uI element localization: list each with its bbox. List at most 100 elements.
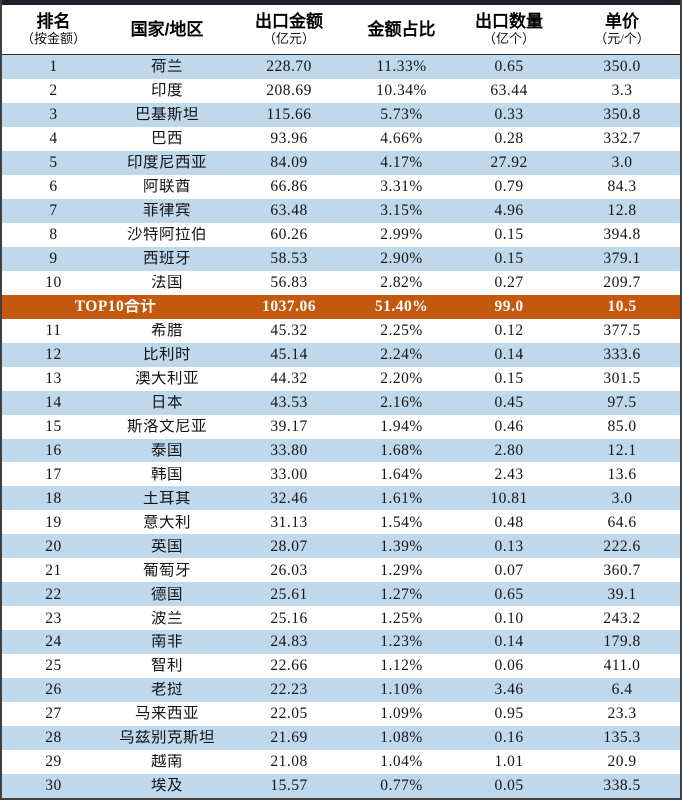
table-row: 24 南非 24.83 1.23% 0.14 179.8 bbox=[2, 630, 680, 655]
cell-quantity: 0.15 bbox=[494, 250, 524, 267]
cell-rank: 22 bbox=[45, 586, 62, 603]
cell-share: 1.10% bbox=[380, 682, 423, 698]
cell-quantity: 2.43 bbox=[494, 466, 524, 483]
header-rank-subtitle: （按金额） bbox=[20, 31, 86, 47]
cell-country: 越南 bbox=[150, 754, 183, 770]
cell-amount: 58.53 bbox=[270, 250, 308, 267]
cell-country: 巴基斯坦 bbox=[134, 107, 199, 123]
cell-amount: 208.69 bbox=[266, 83, 312, 99]
cell-share: 2.25% bbox=[380, 322, 423, 339]
table-row: 6 阿联酋 66.86 3.31% 0.79 84.3 bbox=[2, 174, 680, 199]
cell-amount: 1037.06 bbox=[262, 298, 316, 315]
header-unit-price-title: 单价 bbox=[605, 11, 639, 31]
cell-price: 97.5 bbox=[607, 394, 637, 411]
cell-price: 6.4 bbox=[611, 682, 633, 698]
cell-price: 209.7 bbox=[603, 274, 641, 291]
cell-country: 巴西 bbox=[150, 131, 183, 147]
table-row: 5 印度尼西亚 84.09 4.17% 27.92 3.0 bbox=[2, 150, 680, 175]
cell-rank: 18 bbox=[45, 490, 62, 507]
header-rank-title: 排名 bbox=[36, 11, 71, 31]
cell-quantity: 0.10 bbox=[494, 610, 524, 627]
cell-price: 39.1 bbox=[607, 586, 637, 603]
cell-amount: 56.83 bbox=[270, 274, 308, 291]
header-amount-share: 金额占比 bbox=[349, 20, 454, 40]
cell-amount: 25.16 bbox=[270, 610, 308, 627]
cell-share: 2.90% bbox=[380, 250, 423, 267]
header-amount-share-title: 金额占比 bbox=[367, 19, 436, 39]
cell-share: 3.31% bbox=[380, 179, 423, 195]
table-row: 28 乌兹别克斯坦 21.69 1.08% 0.16 135.3 bbox=[2, 726, 680, 751]
cell-share: 2.16% bbox=[380, 394, 423, 411]
cell-amount: 45.14 bbox=[270, 346, 308, 363]
header-unit-price-subtitle: （元/个） bbox=[594, 31, 650, 47]
cell-rank: 19 bbox=[45, 514, 62, 531]
cell-price: 64.6 bbox=[607, 514, 637, 531]
cell-amount: 24.83 bbox=[270, 634, 308, 650]
cell-share: 1.64% bbox=[380, 466, 423, 483]
cell-rank: 27 bbox=[45, 706, 62, 722]
table-row: 19 意大利 31.13 1.54% 0.48 64.6 bbox=[2, 510, 680, 535]
cell-quantity: 99.0 bbox=[494, 298, 524, 315]
table-row: 8 沙特阿拉伯 60.26 2.99% 0.15 394.8 bbox=[2, 222, 680, 247]
cell-country: 英国 bbox=[150, 538, 183, 555]
cell-share: 5.73% bbox=[380, 107, 423, 123]
cell-quantity: 0.15 bbox=[494, 227, 524, 243]
cell-price: 411.0 bbox=[603, 658, 641, 674]
cell-share: 10.34% bbox=[376, 83, 427, 99]
table-row: 1 荷兰 228.70 11.33% 0.65 350.0 bbox=[2, 55, 680, 79]
cell-price: 10.5 bbox=[607, 298, 637, 315]
header-export-amount-subtitle: （亿元） bbox=[262, 31, 315, 47]
cell-price: 13.6 bbox=[607, 466, 637, 483]
cell-price: 360.7 bbox=[603, 562, 641, 579]
cell-share: 1.61% bbox=[380, 490, 423, 507]
cell-quantity: 1.01 bbox=[494, 754, 524, 770]
cell-quantity: 10.81 bbox=[490, 490, 528, 507]
cell-quantity: 63.44 bbox=[490, 83, 528, 99]
cell-price: 23.3 bbox=[607, 706, 637, 722]
cell-quantity: 0.15 bbox=[494, 370, 524, 387]
cell-price: 20.9 bbox=[607, 754, 637, 770]
cell-rank: 23 bbox=[45, 610, 62, 627]
cell-country: 菲律宾 bbox=[142, 203, 191, 219]
cell-quantity: 0.46 bbox=[494, 418, 524, 435]
cell-rank: 15 bbox=[45, 418, 62, 435]
header-country-title: 国家/地区 bbox=[130, 19, 204, 39]
cell-price: 135.3 bbox=[603, 730, 641, 746]
cell-amount: 21.69 bbox=[270, 730, 308, 746]
cell-share: 1.12% bbox=[380, 658, 423, 674]
cell-amount: 33.80 bbox=[270, 442, 308, 459]
cell-amount: 45.32 bbox=[270, 322, 308, 339]
cell-share: 1.68% bbox=[380, 442, 423, 459]
cell-amount: 43.53 bbox=[270, 394, 308, 411]
cell-quantity: 0.65 bbox=[494, 586, 524, 603]
cell-rank: 16 bbox=[45, 442, 62, 459]
table-row: 26 老挝 22.23 1.10% 3.46 6.4 bbox=[2, 678, 680, 703]
cell-country: 西班牙 bbox=[142, 250, 191, 267]
cell-share: 1.08% bbox=[380, 730, 423, 746]
cell-quantity: 0.13 bbox=[494, 538, 524, 555]
cell-country: 德国 bbox=[150, 586, 183, 603]
cell-amount: 63.48 bbox=[270, 203, 308, 219]
cell-country: 印度 bbox=[150, 83, 183, 99]
cell-share: 1.39% bbox=[380, 538, 423, 555]
cell-price: 3.0 bbox=[611, 155, 633, 171]
cell-price: 12.8 bbox=[607, 203, 637, 219]
table-row: 15 斯洛文尼亚 39.17 1.94% 0.46 85.0 bbox=[2, 414, 680, 439]
cell-rank: 13 bbox=[45, 370, 62, 387]
header-export-amount: 出口金额 （亿元） bbox=[229, 12, 349, 47]
cell-amount: 26.03 bbox=[270, 562, 308, 579]
cell-total-label: TOP10合计 bbox=[74, 298, 157, 315]
table-row: 14 日本 43.53 2.16% 0.45 97.5 bbox=[2, 390, 680, 415]
cell-amount: 66.86 bbox=[270, 179, 308, 195]
cell-rank: 17 bbox=[45, 466, 62, 483]
cell-amount: 93.96 bbox=[270, 131, 308, 147]
table-row: 2 印度 208.69 10.34% 63.44 3.3 bbox=[2, 78, 680, 103]
table-row: 29 越南 21.08 1.04% 1.01 20.9 bbox=[2, 750, 680, 775]
cell-amount: 31.13 bbox=[270, 514, 308, 531]
cell-rank: 28 bbox=[45, 730, 62, 746]
cell-quantity: 27.92 bbox=[490, 155, 528, 171]
cell-rank: 8 bbox=[49, 227, 58, 243]
cell-share: 1.27% bbox=[380, 586, 423, 603]
header-export-quantity-subtitle: （亿个） bbox=[482, 31, 535, 47]
